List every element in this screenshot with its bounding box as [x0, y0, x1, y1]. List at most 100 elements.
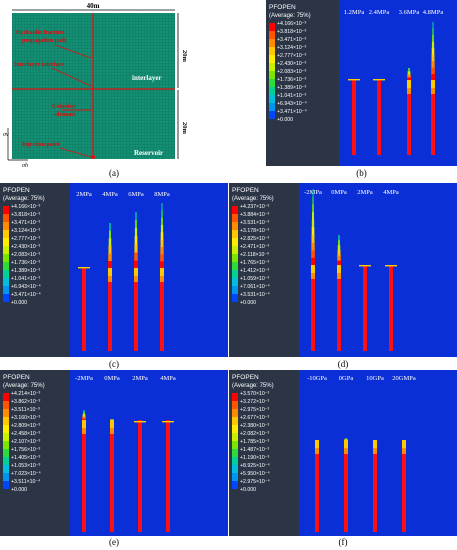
- label-cohesive-2: element: [55, 112, 75, 118]
- fracture-base: [402, 440, 406, 532]
- legend-swatch: [232, 481, 238, 489]
- legend-value: +6.943×10⁻⁴: [11, 284, 41, 290]
- legend-swatch: [232, 465, 238, 473]
- panel-f: PFOPEN (Average: 75%) +3.570×10⁻³ +3.272×10…: [229, 370, 457, 550]
- fracture-segment: [160, 246, 164, 255]
- fracture-segment: [160, 260, 164, 269]
- legend-title: PFOPEN: [3, 374, 30, 381]
- fracture-column: [82, 410, 86, 532]
- fracture-band: [344, 448, 348, 454]
- fracture-column: [348, 79, 360, 155]
- legend-value: +1.736×10⁻³: [11, 260, 41, 266]
- legend-value: +0.000: [277, 117, 293, 123]
- injection-point-marker: [91, 155, 95, 159]
- legend-swatch: [3, 425, 9, 433]
- fracture-segment: [312, 189, 314, 198]
- fracture-segment: [338, 240, 340, 246]
- fracture-band: [160, 268, 164, 276]
- legend-swatch: [3, 286, 9, 294]
- legend-value: +2.809×10⁻³: [11, 423, 41, 429]
- legend-value: +3.471×10⁻⁴: [11, 292, 41, 298]
- fracture-segment: [431, 41, 435, 49]
- fracture-column: [110, 419, 114, 532]
- legend-background: [229, 183, 299, 357]
- fracture-band: [344, 440, 348, 448]
- legend-swatch: [269, 63, 275, 71]
- fracture-column: [315, 440, 319, 532]
- fracture-segment: [311, 234, 315, 243]
- panel-d: PFOPEN (Average: 75%) +4.237×10⁻³ +3.884×10…: [229, 183, 457, 370]
- label-fracture-2: propagation path: [22, 38, 67, 44]
- fracture-base: [407, 80, 411, 155]
- column-label: 2MPa: [357, 189, 373, 196]
- legend-swatch: [3, 449, 9, 457]
- legend-swatch: [232, 262, 238, 270]
- legend-swatch: [232, 433, 238, 441]
- fracture-band: [431, 88, 435, 94]
- fracture-band: [160, 276, 164, 282]
- fracture-segment: [108, 238, 112, 246]
- fracture-column: [402, 440, 406, 532]
- label-interlayer: interlayer: [132, 74, 162, 82]
- legend-value: +1.389×10⁻³: [277, 85, 307, 91]
- fracture-segment: [135, 220, 137, 229]
- panel-f-caption: (f): [338, 537, 348, 547]
- fracture-segment: [345, 438, 347, 439]
- fracture-column: [162, 420, 174, 532]
- legend-value: +1.736×10⁻³: [277, 77, 307, 83]
- legend-background: [0, 370, 70, 536]
- legend-value: +2.082×10⁻³: [240, 431, 270, 437]
- fracture-segment: [160, 231, 164, 240]
- panel-b: PFOPEN (Average: 75%) +4.166×10⁻³ +3.818×10…: [266, 0, 457, 180]
- legend-value: +3.160×10⁻³: [11, 415, 41, 421]
- fracture-segment: [109, 223, 111, 231]
- column-label: 6MPa: [128, 191, 144, 198]
- fracture-cap: [348, 79, 360, 81]
- legend-title: PFOPEN: [232, 374, 259, 381]
- legend-value: +1.041×10⁻³: [11, 276, 41, 282]
- fracture-segment: [337, 260, 341, 266]
- fracture-base: [377, 80, 381, 155]
- panel-c-caption: (c): [109, 359, 119, 369]
- column-label: 0GPa: [339, 375, 354, 382]
- column-label: 4MPa: [102, 191, 118, 198]
- fracture-segment: [407, 74, 411, 78]
- fracture-segment: [134, 244, 138, 253]
- legend-value: +3.884×10⁻³: [240, 212, 270, 218]
- fracture-base: [311, 265, 315, 351]
- legend-swatch: [3, 230, 9, 238]
- column-label: -10GPa: [307, 375, 327, 382]
- legend-value: +2.458×10⁻³: [11, 431, 41, 437]
- legend-value: +3.570×10⁻³: [240, 391, 270, 397]
- fracture-column: [385, 265, 397, 351]
- legend-value: +3.818×10⁻³: [11, 212, 41, 218]
- legend-swatch: [232, 286, 238, 294]
- fracture-segment: [338, 235, 340, 241]
- legend-swatch: [232, 270, 238, 278]
- legend-value: +4.214×10⁻³: [11, 391, 41, 397]
- fracture-band: [315, 448, 319, 454]
- fracture-segment: [407, 77, 411, 81]
- legend-value: +3.471×10⁻³: [11, 220, 41, 226]
- fracture-base: [389, 265, 393, 351]
- column-label: 20GMPa: [392, 375, 416, 382]
- fracture-column: [373, 440, 377, 532]
- legend-value: +6.943×10⁻⁴: [277, 101, 307, 107]
- fracture-segment: [311, 257, 315, 266]
- fracture-segment: [431, 47, 435, 55]
- fracture-segment: [431, 60, 435, 68]
- fracture-band: [337, 273, 341, 279]
- fracture-band: [373, 440, 377, 448]
- width-label: 40m: [87, 2, 100, 10]
- legend-value: +2.118×10⁻³: [240, 252, 269, 258]
- fracture-segment: [432, 22, 434, 29]
- legend-swatch: [269, 87, 275, 95]
- sigma-v-label: σv: [3, 132, 9, 138]
- fracture-band: [402, 440, 406, 448]
- fracture-column: [359, 265, 371, 351]
- fracture-segment: [83, 411, 85, 413]
- legend-value: +7.023×10⁻⁴: [11, 471, 41, 477]
- fracture-segment: [111, 419, 113, 420]
- fracture-segment: [135, 212, 137, 221]
- panel-d-caption: (d): [337, 359, 349, 369]
